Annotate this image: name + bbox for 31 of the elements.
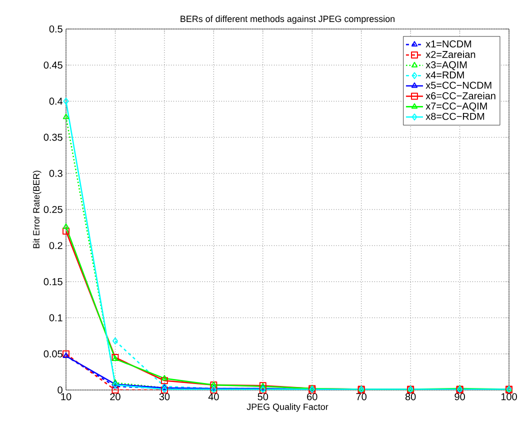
- legend-label: x3=AQIM: [426, 61, 467, 70]
- y-tick-label: 0.25: [44, 206, 62, 214]
- y-tick-label: 0: [58, 386, 62, 394]
- x-tick-label: 40: [208, 393, 219, 400]
- x-tick-label: 100: [501, 393, 517, 400]
- y-tick-label: 0.4: [49, 98, 63, 105]
- legend-label: x4=RDM: [426, 72, 464, 78]
- x-tick-label: 90: [454, 393, 465, 400]
- x-tick-label: 10: [61, 393, 72, 400]
- y-tick-label: 0.3: [49, 170, 62, 177]
- y-tick-label: 0.15: [44, 278, 62, 286]
- legend-label: x5=CC−NCDM: [426, 82, 492, 89]
- legend-label: x6=CC−Zareian: [426, 92, 496, 100]
- y-tick-label: 0.1: [49, 314, 62, 322]
- x-tick-label: 30: [159, 393, 170, 400]
- y-tick-label: 0.05: [44, 350, 62, 358]
- legend-label: x2=Zareian: [426, 50, 476, 58]
- x-tick-label: 80: [405, 393, 416, 400]
- chart-title: BERs of different methods against JPEG compression: [180, 15, 394, 24]
- y-tick-label: 0.35: [44, 134, 62, 141]
- y-tick-label: 0.45: [44, 62, 62, 69]
- y-tick-label: 0.5: [49, 25, 62, 33]
- legend-label: x1=NCDM: [426, 40, 472, 48]
- legend-label: x7=CC−AQIM: [426, 102, 487, 112]
- y-tick-label: 0.2: [49, 242, 62, 250]
- x-tick-label: 60: [307, 393, 318, 400]
- x-tick-label: 50: [258, 393, 268, 400]
- x-axis-title: JPEG Quality Factor: [246, 403, 328, 412]
- legend-label: x8=CC−RDM: [426, 112, 484, 120]
- y-axis-title: Bit Error Rate(BER): [32, 170, 42, 248]
- x-tick-label: 20: [110, 393, 120, 400]
